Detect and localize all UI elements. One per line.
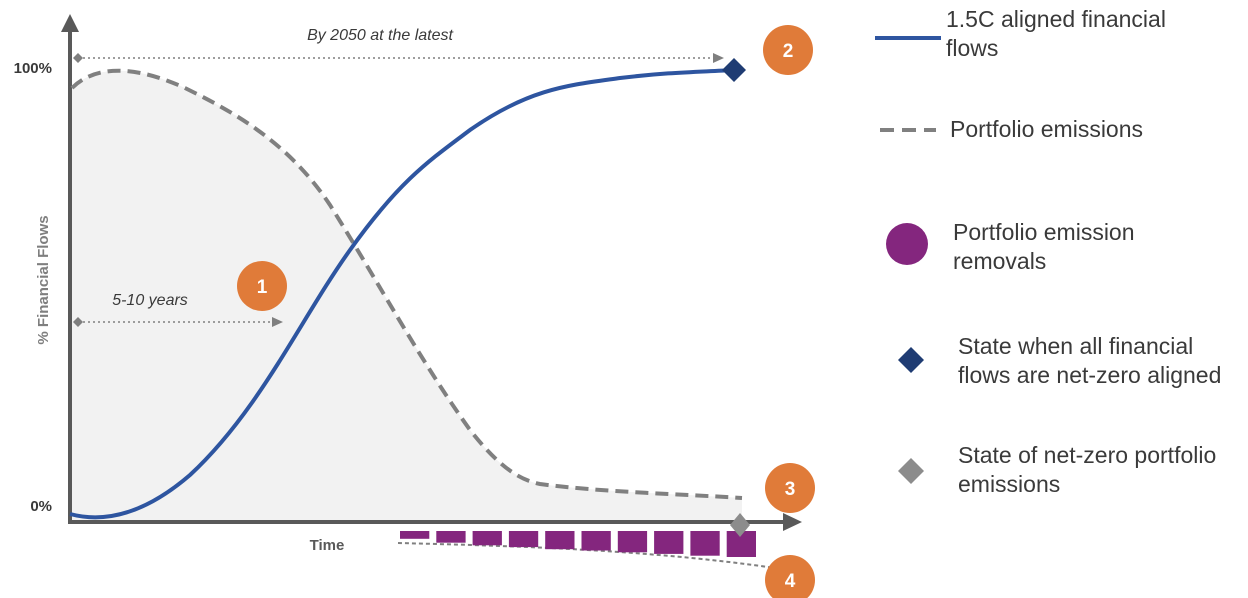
annotation-5-10-years: 5-10 years [112,292,188,309]
y-axis-arrow [61,14,79,32]
removals-curve [397,542,776,569]
timeline-5-10-start-diamond [73,317,83,327]
marker-4: 4 [765,555,815,598]
legend-item-net-zero-aligned: State when all financial flows are net-z… [958,333,1222,388]
x-axis-title: Time [310,537,345,554]
marker-1: 1 [237,261,287,311]
marker-3: 3 [765,463,815,513]
legend-navy-diamond-swatch [898,347,924,373]
timeline-5-10-arrowhead [272,317,283,327]
removal-bars [400,531,756,557]
aligned-flows-curve [69,68,734,520]
diagram-canvas: % Financial Flows Time 100% 0% By 2050 a… [14,14,815,598]
legend-dashed-line-swatch [880,128,936,132]
x-axis-arrow [783,513,802,531]
timeline-2050-start-diamond [73,53,83,63]
removal-bar [436,531,466,543]
svg-text:2: 2 [783,41,794,62]
legend-item-portfolio-emissions: Portfolio emissions [950,116,1144,142]
removal-bar [654,531,684,554]
legend-item-net-zero-emissions: State of net-zero portfolio emissions [958,442,1217,497]
y-axis-title: % Financial Flows [35,215,52,344]
y-tick-100: 100% [14,60,52,77]
portfolio-emissions-curve [70,68,743,500]
removal-bar [617,531,648,553]
removal-bar [690,531,720,556]
marker-2: 2 [763,25,813,75]
net-zero-emissions-diamond [730,513,750,537]
timeline-2050-arrowhead [713,53,724,63]
legend-item-aligned-flows: 1.5C aligned financial flows [946,6,1166,61]
net-zero-flows-diamond [722,58,746,82]
svg-text:3: 3 [785,479,796,500]
removal-bar [472,531,502,546]
emissions-area [72,70,742,520]
svg-text:4: 4 [785,571,796,592]
y-tick-0: 0% [30,498,52,515]
svg-text:1: 1 [257,277,268,298]
removal-bar [545,531,575,550]
annotation-by-2050: By 2050 at the latest [307,27,453,44]
legend-grey-diamond-swatch [898,458,924,484]
removal-bar [581,531,611,551]
legend-item-emission-removals: Portfolio emission removals [953,219,1135,274]
legend-circle-swatch [886,223,928,265]
removal-bar [508,531,539,548]
legend-solid-line-swatch [875,36,941,40]
removal-bar [400,531,430,539]
